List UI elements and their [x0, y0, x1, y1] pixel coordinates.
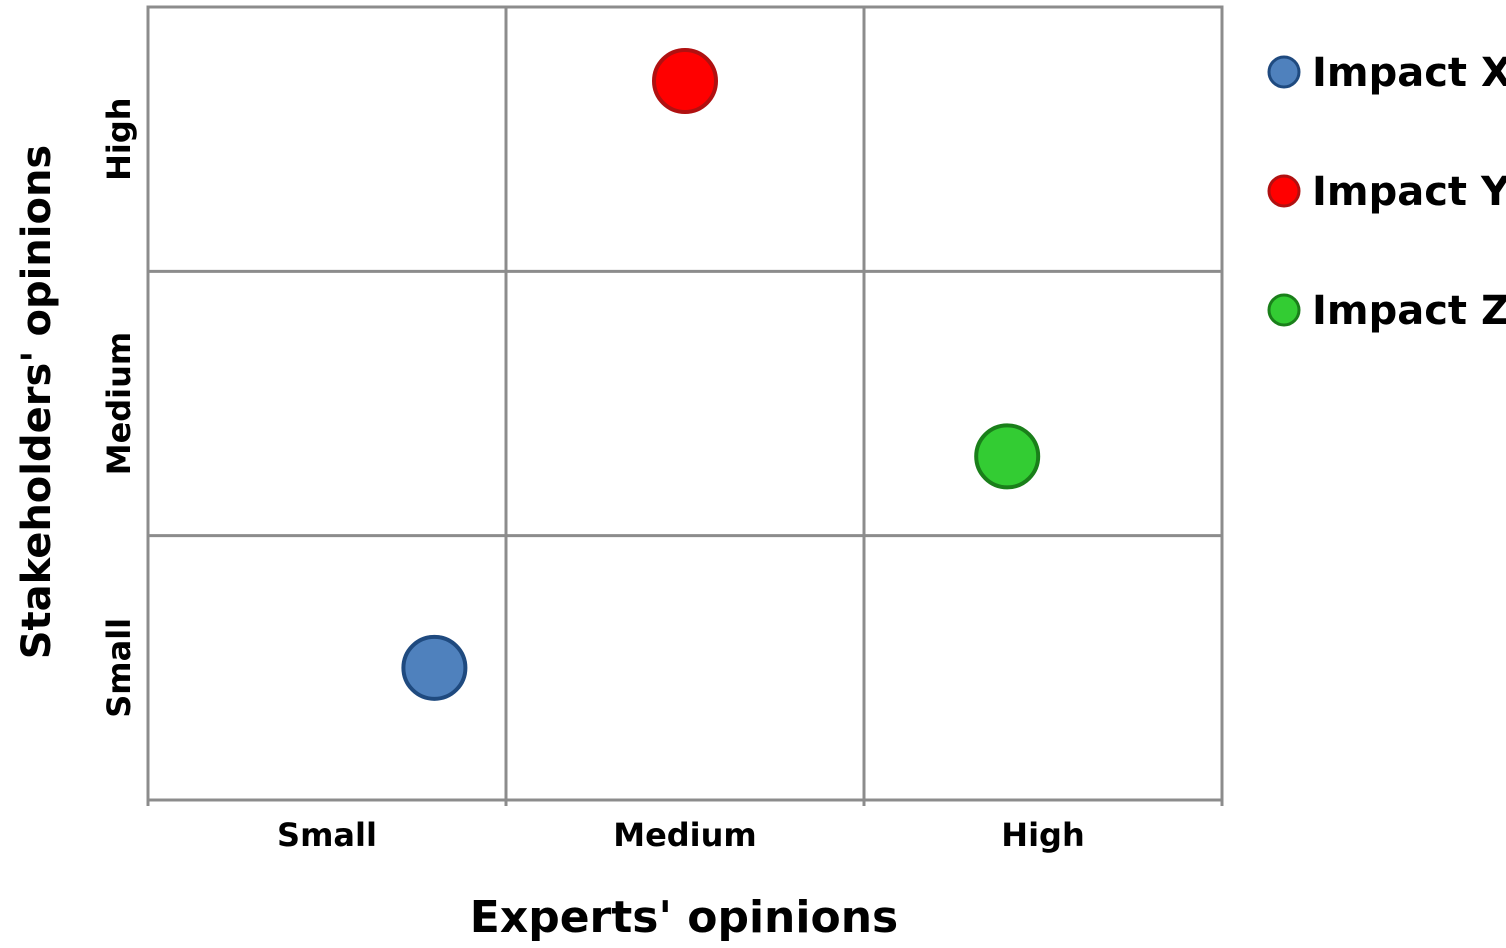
y-axis-title: Stakeholders' opinions: [14, 145, 60, 660]
legend-marker: [1267, 293, 1301, 327]
legend: Impact X Impact Y Impact Z: [1267, 50, 1506, 334]
legend-label: Impact Y: [1312, 169, 1506, 215]
x-tick-label: Small: [277, 816, 377, 854]
legend-label: Impact X: [1312, 50, 1506, 96]
legend-marker: [1267, 55, 1301, 89]
legend-label: Impact Z: [1312, 288, 1506, 334]
y-tick-label: High: [100, 97, 138, 180]
plot-border: [146, 5, 1224, 802]
y-tick-label: Medium: [100, 332, 138, 476]
data-point: [974, 423, 1041, 490]
data-point: [401, 634, 468, 701]
tick-labels: Small Medium High Small Medium High: [100, 97, 1085, 854]
y-tick-label: Small: [100, 618, 138, 718]
legend-marker: [1267, 174, 1301, 208]
x-tick-label: High: [1001, 816, 1084, 854]
data-points: [401, 48, 1041, 701]
data-point: [652, 48, 718, 115]
x-tick-label: Medium: [613, 816, 757, 854]
grid: [146, 5, 1224, 806]
x-axis-title: Experts' opinions: [470, 892, 898, 943]
